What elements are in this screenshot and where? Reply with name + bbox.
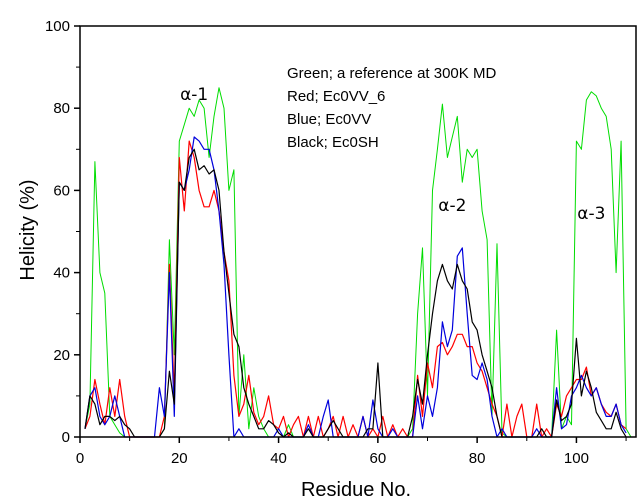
x-tick-label: 80 (469, 450, 486, 467)
x-tick-label: 40 (270, 450, 287, 467)
annotation-red: Red; Ec0VV_6 (287, 88, 385, 105)
x-tick-label: 20 (171, 450, 188, 467)
y-tick-label: 40 (53, 265, 70, 282)
region-label-2: α-2 (438, 196, 466, 216)
axes-layer: 0 20 40 60 80 100 0 20 40 60 80 100 α-1 α-2 α-3 (45, 18, 637, 467)
series-black-line (84, 148, 627, 438)
y-tick-label: 80 (53, 100, 70, 117)
x-tick-label: 60 (370, 450, 387, 467)
region-label-3: α-3 (577, 204, 605, 224)
x-tick-label: 0 (76, 450, 84, 467)
y-axis-title: Helicity (%) (17, 179, 39, 280)
annotation-blue: Blue; Ec0VV (287, 111, 371, 128)
y-tick-label: 100 (45, 18, 70, 35)
series-blue-line (84, 136, 627, 438)
annotation-black: Black; Ec0SH (287, 134, 379, 151)
x-tick-label: 100 (564, 450, 589, 467)
y-tick-label: 0 (62, 429, 70, 446)
x-axis-title: Residue No. (301, 479, 411, 501)
region-label-1: α-1 (180, 85, 208, 105)
series-red-line (84, 140, 627, 438)
y-tick-label: 20 (53, 347, 70, 364)
annotation-green: Green; a reference at 300K MD (287, 65, 496, 82)
y-tick-label: 60 (53, 182, 70, 199)
